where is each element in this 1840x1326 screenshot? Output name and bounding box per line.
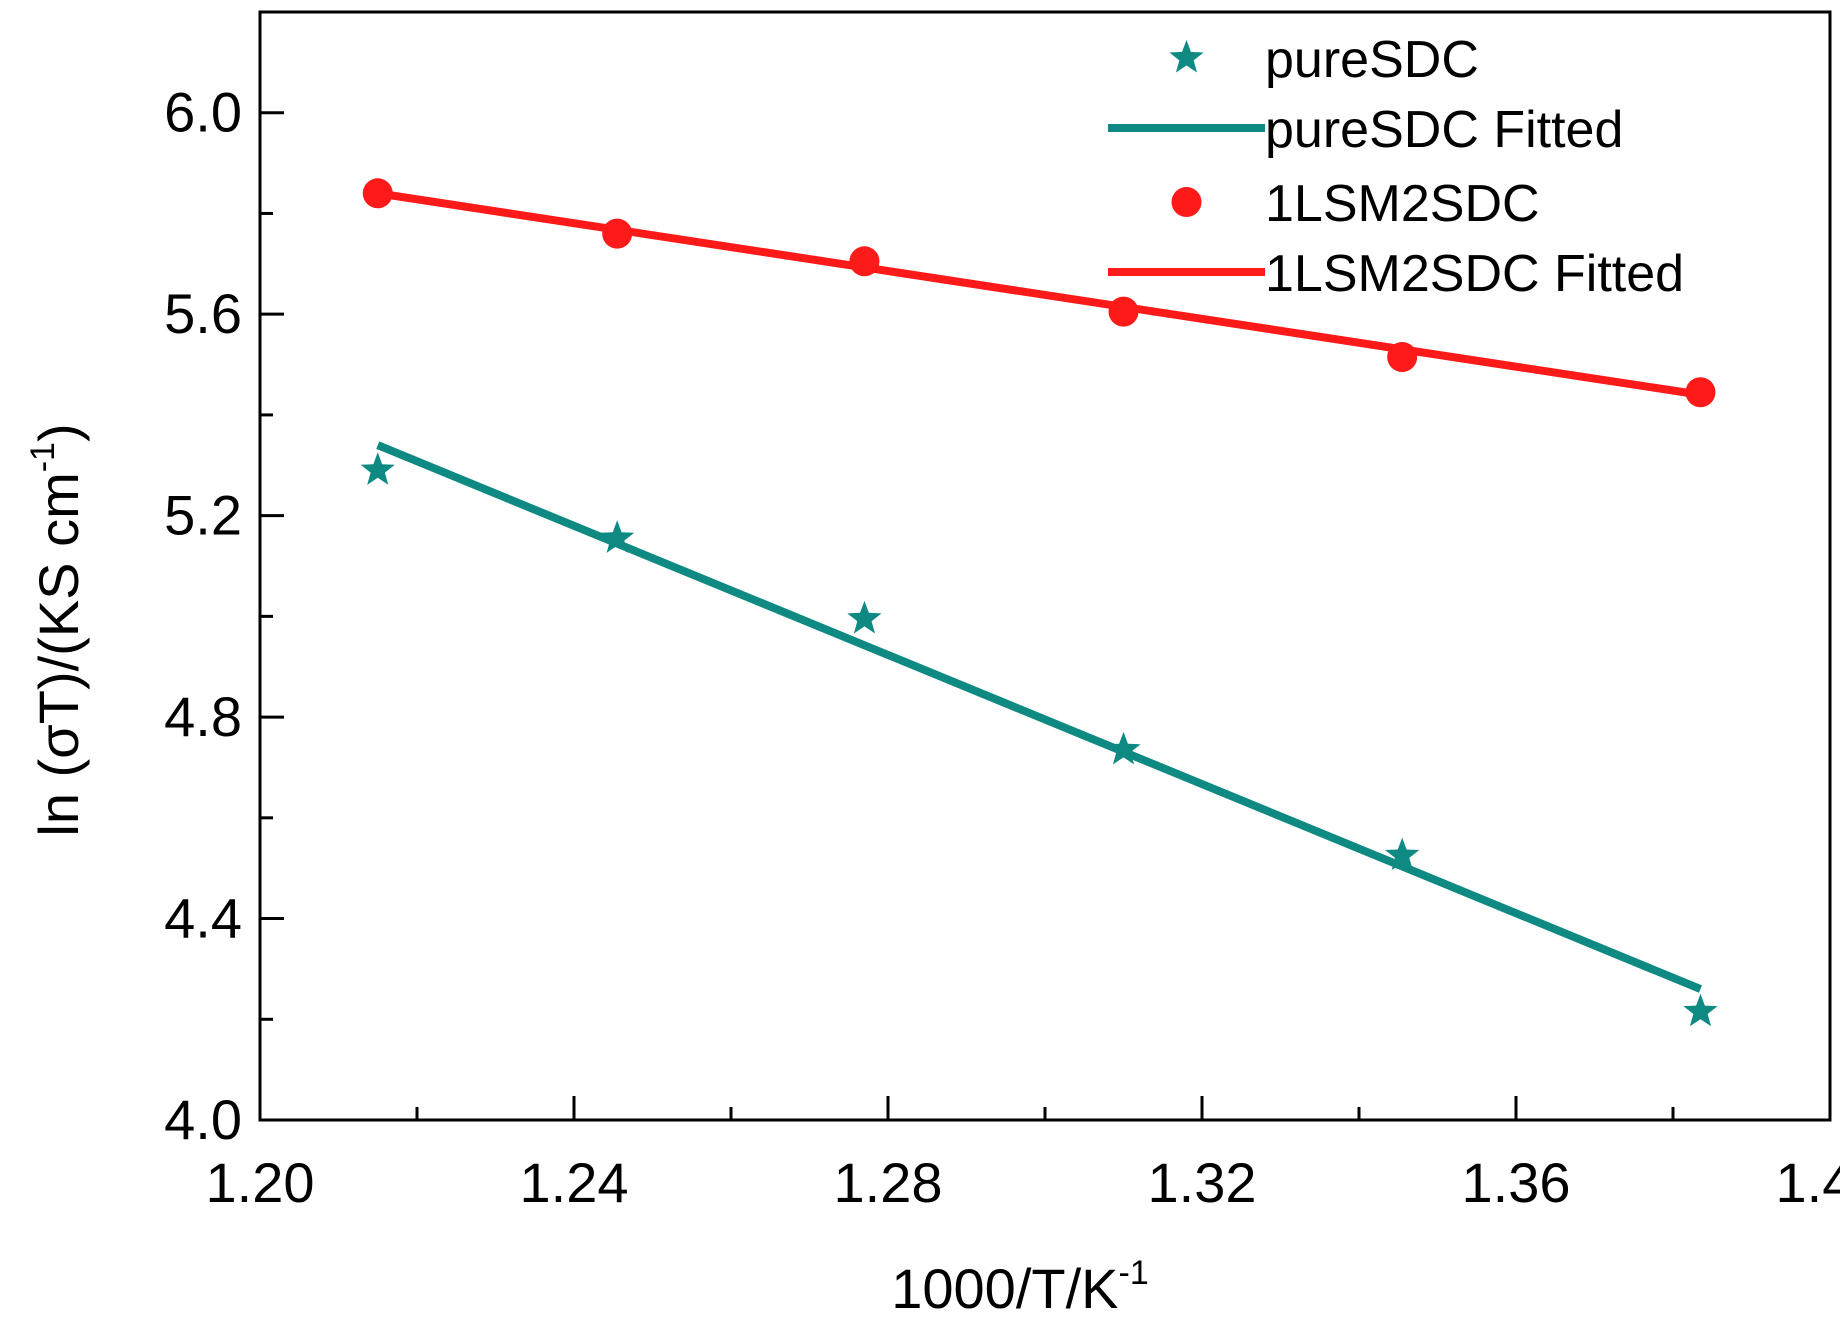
legend-label: 1LSM2SDC — [1265, 175, 1540, 233]
x-axis-title: 1000/T/K-1 — [891, 1254, 1149, 1320]
x-tick-label: 1.40 — [1776, 1151, 1840, 1214]
tick-labels: 1.20 1.24 1.28 1.32 1.36 1.40 4.0 4.4 4.8 5.2 5.6 6… — [164, 81, 1840, 1214]
x-tick-label: 1.36 — [1462, 1151, 1571, 1214]
x-axis-title-base: 1000/T/K — [891, 1257, 1118, 1320]
legend-label: pureSDC Fitted — [1265, 101, 1623, 159]
legend-swatch — [1169, 40, 1204, 73]
legend-label: 1LSM2SDC Fitted — [1265, 245, 1684, 303]
fit-line — [376, 441, 1702, 993]
legend-item: pureSDC Fitted — [1108, 101, 1623, 159]
series-puresdc-fitted — [376, 441, 1702, 993]
x-tick-label: 1.32 — [1148, 1151, 1257, 1214]
data-point — [849, 246, 880, 277]
x-tick-label: 1.20 — [206, 1151, 315, 1214]
series-1lsm2sdc — [362, 178, 1716, 408]
data-point — [1387, 341, 1418, 372]
data-point — [1106, 731, 1141, 765]
data-point — [362, 178, 393, 209]
series-layer — [360, 178, 1718, 1027]
data-point — [1108, 296, 1139, 327]
legend-item: pureSDC — [1169, 31, 1479, 89]
plot-area — [258, 10, 1832, 1122]
y-axis-title: ln (σT)/(KS cm-1) — [24, 423, 90, 836]
data-point — [602, 218, 633, 249]
data-point — [600, 520, 635, 553]
legend-label: pureSDC — [1265, 31, 1479, 89]
legend: pureSDC pureSDC Fitted 1LSM2SDC 1LSM2SDC Fi… — [1108, 31, 1684, 303]
data-point — [360, 452, 395, 485]
y-axis-title-base: ln (σT)/(KS cm — [27, 472, 90, 836]
data-point — [847, 600, 882, 634]
data-point — [1685, 377, 1716, 408]
y-tick-label: 4.0 — [164, 1088, 242, 1151]
x-tick-label: 1.28 — [834, 1151, 943, 1214]
legend-swatch — [1171, 187, 1202, 217]
series-1lsm2sdc-fitted — [377, 189, 1702, 399]
y-tick-label: 4.4 — [164, 887, 242, 950]
y-axis-title-tail: ) — [27, 423, 90, 442]
series-puresdc — [360, 452, 1718, 1027]
legend-item: 1LSM2SDC — [1171, 175, 1540, 233]
fit-line — [377, 189, 1702, 399]
y-tick-label: 5.6 — [164, 282, 242, 345]
y-tick-label: 4.8 — [164, 685, 242, 748]
plot-frame — [258, 10, 1832, 1122]
x-tick-label: 1.24 — [520, 1151, 629, 1214]
legend-item: 1LSM2SDC Fitted — [1108, 245, 1684, 303]
axis-ticks — [258, 111, 1832, 1122]
data-point — [1683, 993, 1718, 1027]
data-point — [1385, 837, 1420, 871]
x-axis-title-sup: -1 — [1119, 1254, 1149, 1292]
y-tick-label: 5.2 — [164, 484, 242, 547]
y-tick-label: 6.0 — [164, 81, 242, 144]
y-axis-title-sup: -1 — [24, 442, 62, 472]
